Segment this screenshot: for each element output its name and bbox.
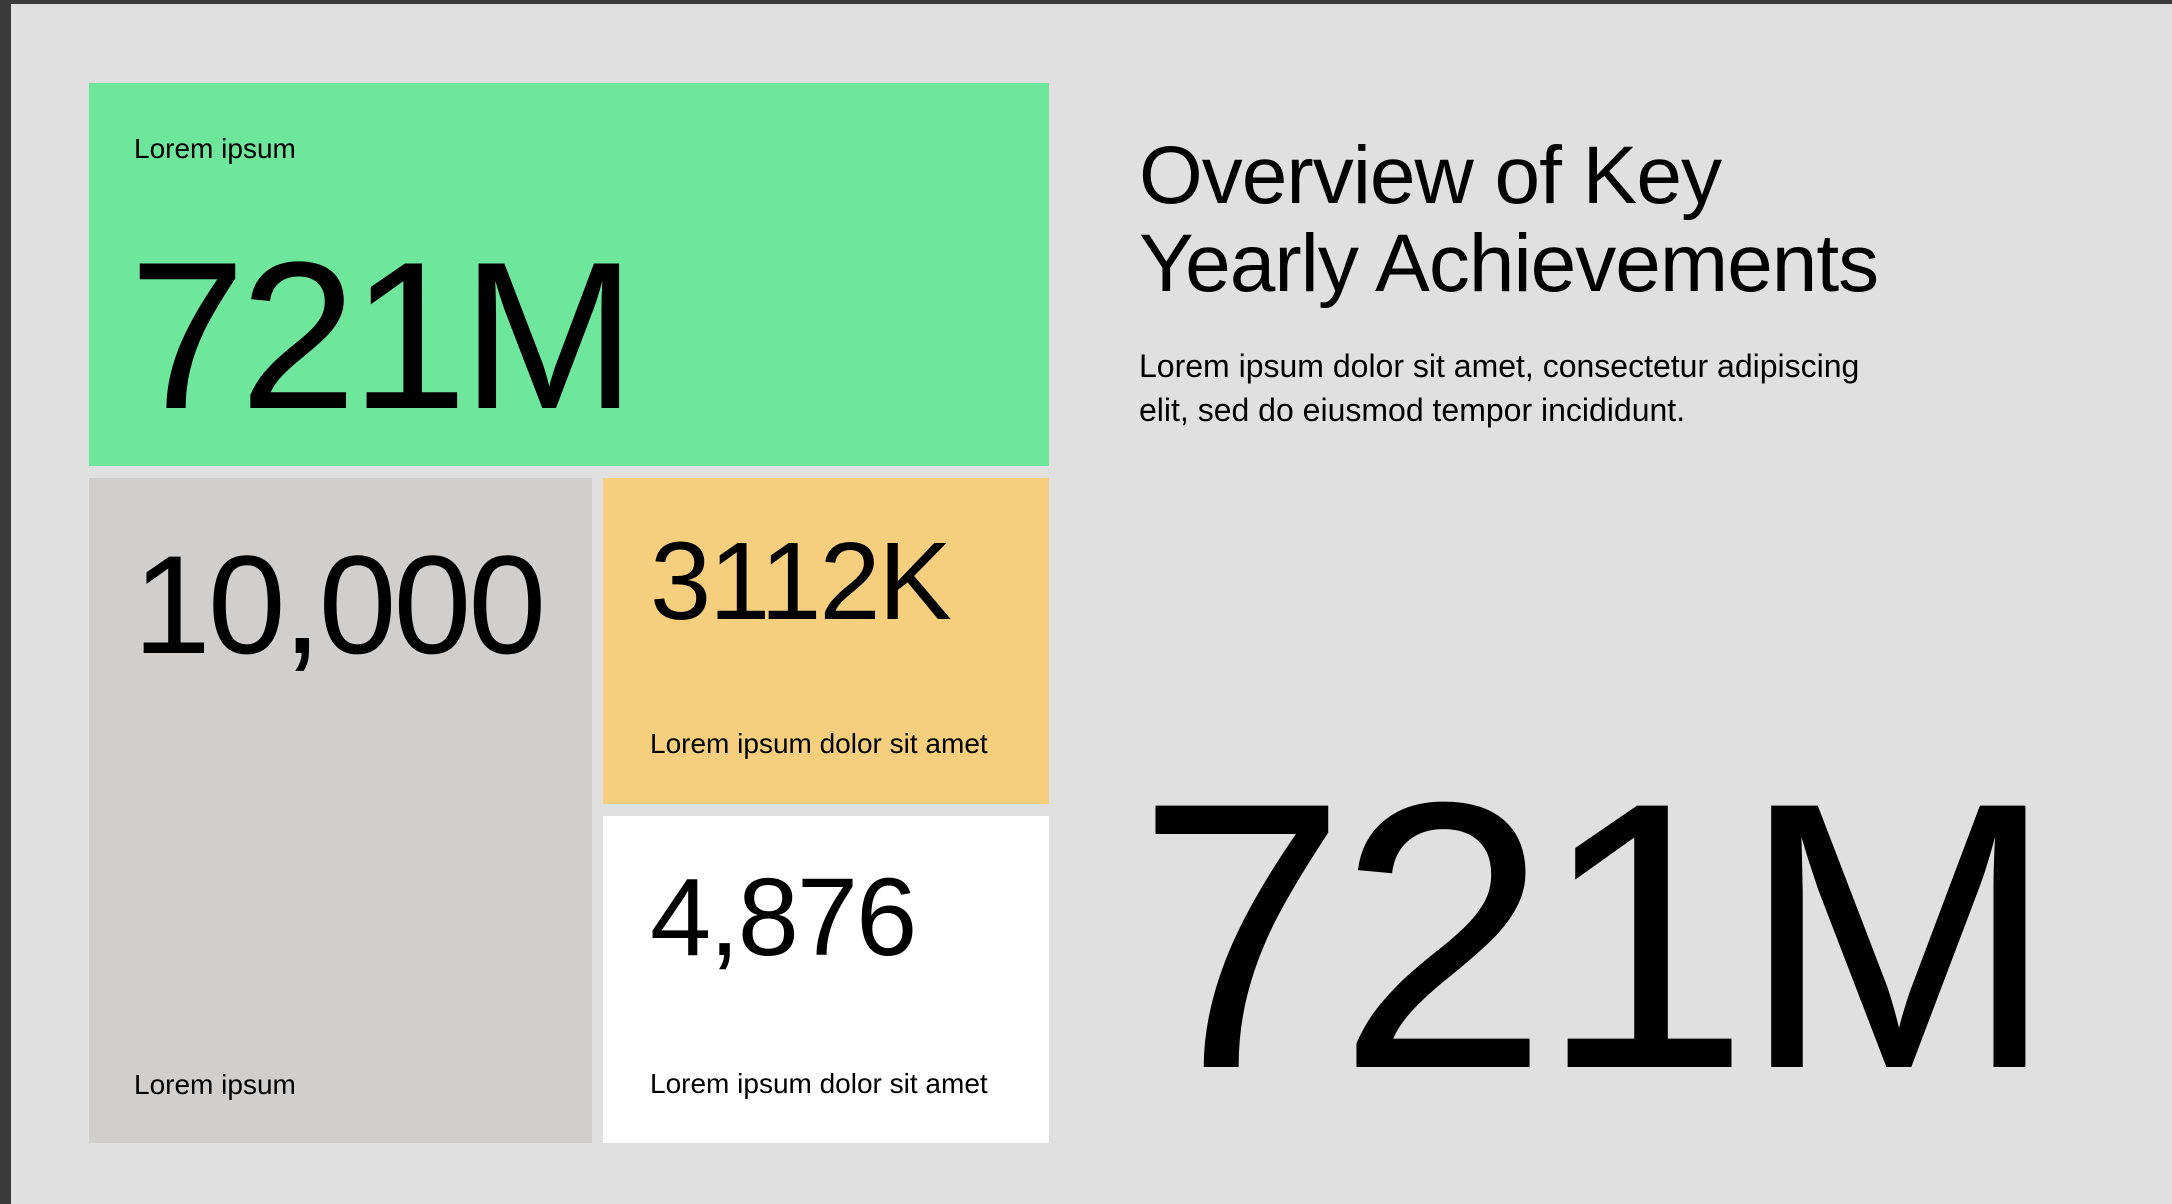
description-line-2: elit, sed do eiusmod tempor incididunt.	[1139, 392, 1686, 428]
title-line-1: Overview of Key	[1139, 130, 1722, 221]
yellow-card-value: 3112K	[650, 520, 952, 643]
slide-canvas: Lorem ipsum 721M 10,000 Lorem ipsum 3112…	[11, 4, 2172, 1204]
yellow-card-label: Lorem ipsum dolor sit amet	[650, 728, 988, 759]
stat-card-yellow: 3112K Lorem ipsum dolor sit amet	[603, 478, 1049, 804]
title-line-2: Yearly Achievements	[1139, 218, 1879, 309]
white-card-label: Lorem ipsum dolor sit amet	[650, 1068, 988, 1099]
green-card-label: Lorem ipsum	[134, 133, 296, 164]
stat-card-grey: 10,000 Lorem ipsum	[89, 478, 592, 1143]
grey-card-value: 10,000	[133, 526, 546, 683]
green-card-value: 721M	[129, 218, 636, 453]
description-line-1: Lorem ipsum dolor sit amet, consectetur …	[1139, 348, 1860, 384]
white-card-value: 4,876	[650, 856, 917, 979]
page-description: Lorem ipsum dolor sit amet, consectetur …	[1139, 344, 1939, 432]
page-title: Overview of Key Yearly Achievements	[1139, 132, 2039, 308]
stat-card-green: Lorem ipsum 721M	[89, 83, 1049, 466]
stat-card-white: 4,876 Lorem ipsum dolor sit amet	[603, 816, 1049, 1143]
highlight-big-value: 721M	[1136, 723, 2057, 1148]
grey-card-label: Lorem ipsum	[134, 1069, 296, 1100]
